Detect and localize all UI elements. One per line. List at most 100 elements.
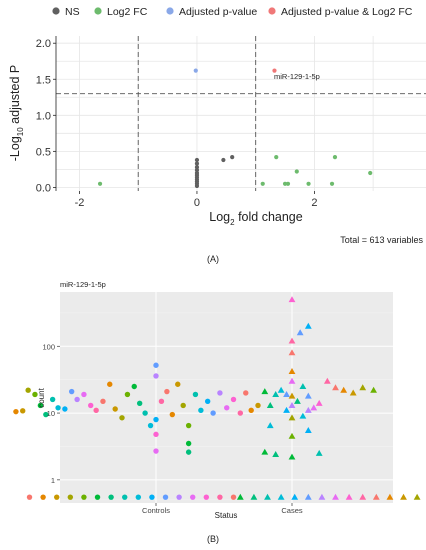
y-tick-label-0: 1 bbox=[51, 476, 55, 485]
point-0-15 bbox=[230, 494, 237, 500]
point-0-36 bbox=[136, 400, 143, 407]
point-1-46 bbox=[272, 451, 280, 458]
point-1-29 bbox=[288, 432, 296, 439]
point-1-2 bbox=[274, 155, 279, 160]
panel-b-xlabel: Status bbox=[215, 511, 238, 520]
point-1-6 bbox=[318, 493, 326, 500]
point-0-10 bbox=[162, 494, 169, 500]
panel-b-axes: 1 10 100 Controls Cases bbox=[42, 342, 302, 515]
point-1-22 bbox=[288, 377, 296, 384]
point-1-7 bbox=[332, 493, 339, 500]
point-1-0 bbox=[97, 181, 103, 186]
panel-a-xlabel: Log2 fold change bbox=[209, 210, 302, 227]
point-0-47 bbox=[175, 381, 181, 387]
panel-a-xlabel-main: Log bbox=[209, 210, 230, 224]
point-0-12 bbox=[230, 155, 235, 160]
point-1-33 bbox=[299, 412, 307, 419]
point-0-32 bbox=[112, 406, 118, 412]
y-tick-label-0: 0.0 bbox=[36, 182, 51, 194]
point-0-29 bbox=[93, 407, 99, 413]
point-0-6 bbox=[108, 494, 114, 500]
point-1-20 bbox=[283, 391, 290, 397]
point-1-26 bbox=[288, 368, 296, 374]
legend-key-0 bbox=[52, 7, 60, 15]
point-1-43 bbox=[359, 384, 367, 391]
point-0-50 bbox=[185, 440, 192, 447]
point-1-28 bbox=[288, 414, 296, 421]
point-1-27 bbox=[288, 392, 296, 399]
point-1-8 bbox=[332, 155, 338, 160]
panel-b-caption: (B) bbox=[207, 534, 219, 544]
point-0-27 bbox=[81, 391, 87, 398]
panel-a-plot: 0.0 0.5 1.0 1.5 2.0 -2 0 2 miR-129-1-5p bbox=[36, 36, 426, 209]
point-0-6 bbox=[194, 170, 200, 176]
point-1-42 bbox=[349, 389, 357, 396]
panel-a-xlabel-rest: fold change bbox=[235, 210, 303, 224]
point-1-31 bbox=[294, 397, 301, 404]
panel-a-ylabel: -Log10 adjusted P bbox=[8, 65, 25, 161]
point-1-12 bbox=[400, 493, 407, 500]
panel-b-ylabel: count bbox=[37, 387, 46, 407]
point-0-42 bbox=[153, 448, 159, 454]
panel-a-cutoff-lines bbox=[56, 36, 426, 191]
y-tick-label-2: 100 bbox=[42, 342, 55, 351]
point-0-18 bbox=[25, 387, 31, 393]
point-0-0 bbox=[26, 494, 33, 500]
point-1-50 bbox=[296, 329, 304, 336]
panel-b-title: miR-129-1-5p bbox=[60, 280, 106, 289]
point-0-34 bbox=[124, 391, 131, 398]
y-tick-label-1: 10 bbox=[47, 409, 55, 418]
point-1-45 bbox=[261, 448, 269, 455]
point-1-13 bbox=[413, 493, 421, 500]
point-1-21 bbox=[288, 402, 296, 409]
point-0-33 bbox=[119, 415, 125, 421]
y-tick-label-4: 2.0 bbox=[36, 38, 51, 50]
legend-label-2: Adjusted p-value bbox=[179, 6, 257, 18]
point-1-24 bbox=[288, 337, 296, 344]
panel-a-ylabel-sub: 10 bbox=[16, 127, 25, 136]
point-3-0 bbox=[272, 68, 277, 73]
panel-a-legend: NS Log2 FC Adjusted p-value Adjusted p-valu… bbox=[52, 6, 413, 18]
point-1-15 bbox=[261, 388, 269, 395]
point-1-9 bbox=[359, 493, 367, 500]
point-1-11 bbox=[386, 493, 394, 500]
point-0-16 bbox=[13, 408, 19, 415]
point-0-11 bbox=[221, 157, 226, 163]
panel-a-annotation: miR-129-1-5p bbox=[274, 72, 320, 81]
point-0-8 bbox=[194, 165, 200, 170]
panel-a-plot-background bbox=[56, 36, 426, 191]
panel-a-grid bbox=[56, 36, 426, 191]
point-1-4 bbox=[285, 181, 291, 186]
point-1-48 bbox=[266, 422, 274, 429]
point-0-22 bbox=[49, 396, 56, 403]
point-0-25 bbox=[68, 388, 75, 395]
legend-label-3: Adjusted p-value & Log2 FC bbox=[281, 6, 413, 18]
point-0-17 bbox=[20, 408, 26, 414]
panel-b-grid bbox=[60, 292, 393, 503]
point-1-7 bbox=[329, 181, 335, 186]
point-0-35 bbox=[131, 383, 137, 390]
panel-a-ylabel-main: -Log bbox=[8, 136, 22, 161]
point-0-7 bbox=[122, 494, 128, 500]
point-1-9 bbox=[368, 170, 373, 176]
point-0-5 bbox=[94, 494, 101, 500]
point-0-52 bbox=[192, 391, 199, 398]
point-0-2 bbox=[54, 494, 60, 500]
panel-a-xlabel-sub: 2 bbox=[230, 218, 235, 227]
point-1-37 bbox=[310, 404, 318, 411]
point-1-0 bbox=[236, 493, 244, 500]
point-0-51 bbox=[185, 449, 192, 455]
point-0-14 bbox=[217, 494, 223, 500]
point-1-36 bbox=[304, 406, 312, 413]
panel-a-points bbox=[97, 68, 373, 189]
point-0-20 bbox=[37, 402, 44, 409]
point-0-11 bbox=[176, 494, 182, 500]
legend-key-3 bbox=[268, 7, 276, 15]
point-1-2 bbox=[264, 493, 271, 500]
point-1-5 bbox=[304, 493, 312, 500]
point-0-4 bbox=[81, 494, 87, 500]
y-tick-label-1: 0.5 bbox=[36, 146, 51, 158]
panel-a-total: Total = 613 variables bbox=[340, 235, 423, 245]
point-1-4 bbox=[291, 493, 299, 500]
point-1-18 bbox=[277, 386, 285, 393]
